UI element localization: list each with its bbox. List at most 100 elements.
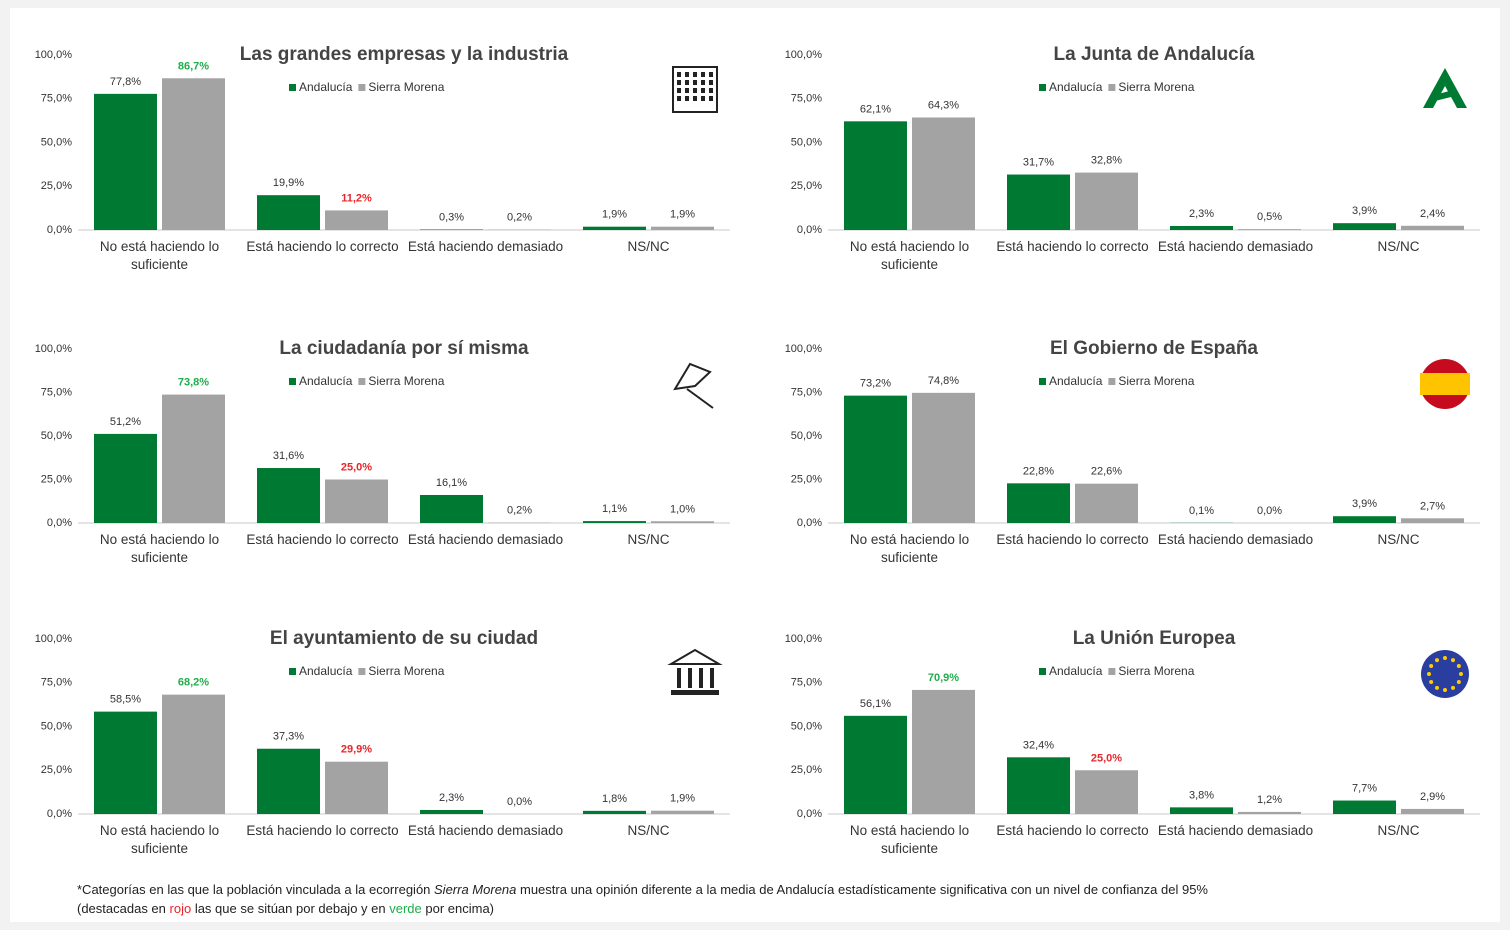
value-label: 19,9%: [273, 177, 304, 189]
bar: [1238, 229, 1301, 230]
icon-shape: [1451, 685, 1455, 690]
x-tick-label-box: Está haciendo lo correcto: [996, 532, 1148, 547]
value-label: 70,9%: [928, 672, 959, 684]
icon-shape: [1429, 664, 1434, 668]
y-tick-label: 50,0%: [41, 720, 72, 732]
y-tick-label: 0,0%: [797, 517, 822, 529]
x-tick-label: NS/NC: [627, 239, 670, 254]
icon-shape: [688, 668, 692, 688]
value-label: 7,7%: [1352, 783, 1377, 795]
icon-shape: [685, 72, 689, 77]
icon: [667, 648, 723, 695]
bar: [420, 229, 483, 230]
bar: [844, 121, 907, 230]
icon: [1423, 68, 1467, 108]
x-tick-label-box: Está haciendo lo correcto: [246, 532, 398, 547]
y-tick-label: 0,0%: [47, 224, 72, 236]
footnote-part: (destacadas en: [77, 901, 170, 916]
x-tick-label-box: Está haciendo demasiado: [1157, 239, 1314, 254]
x-tick-label-box: No está haciendo lo suficiente: [850, 823, 969, 856]
value-label: 2,3%: [439, 792, 464, 804]
x-tick-label: No está haciendo lo suficiente: [99, 239, 220, 272]
x-tick-label: No está haciendo lo suficiente: [99, 823, 220, 856]
legend-label: Sierra Morena: [1118, 664, 1194, 678]
value-label: 0,1%: [1189, 505, 1214, 517]
icon-shape: [1429, 680, 1434, 684]
icon-shape: [685, 80, 689, 85]
x-tick-label: No está haciendo lo suficiente: [849, 239, 970, 272]
bar: [94, 433, 157, 523]
y-tick-label: 25,0%: [41, 764, 72, 776]
legend-label: Andalucía: [1049, 374, 1103, 388]
bar: [912, 392, 975, 523]
y-tick-label: 25,0%: [791, 180, 822, 192]
legend-swatch: [1108, 378, 1116, 385]
icon-shape: [1427, 672, 1431, 676]
icon-shape: [677, 88, 681, 93]
footnote: (destacadas en rojo las que se sitúan po…: [77, 901, 494, 916]
legend-label: Sierra Morena: [1118, 374, 1194, 388]
chart-title: El ayuntamiento de su ciudad: [270, 628, 538, 649]
icon-shape: [709, 96, 713, 101]
icon-shape: [709, 88, 713, 93]
value-label: 1,9%: [602, 209, 627, 221]
x-tick-label: Está haciendo demasiado: [1157, 823, 1314, 838]
x-tick-label: Está haciendo lo correcto: [246, 239, 399, 254]
value-label: 29,9%: [341, 744, 372, 756]
x-tick-label-box: NS/NC: [627, 532, 669, 547]
y-tick-label: 75,0%: [41, 93, 72, 105]
y-tick-label: 100,0%: [35, 633, 73, 645]
y-tick-label: 75,0%: [791, 93, 822, 105]
bar: [94, 93, 157, 230]
bar: [651, 226, 714, 230]
legend-label: Andalucía: [1049, 80, 1103, 94]
value-label: 2,7%: [1420, 500, 1445, 512]
value-label: 31,6%: [273, 450, 304, 462]
icon-shape: [1435, 658, 1439, 663]
icon-shape: [673, 362, 714, 409]
y-tick-label: 50,0%: [791, 136, 822, 148]
footnote-part: muestra una opinión diferente a la media…: [516, 882, 1208, 897]
bar: [257, 468, 320, 523]
y-tick-label: 75,0%: [41, 677, 72, 689]
chart-title: La Unión Europea: [1073, 628, 1236, 649]
icon-shape: [1420, 373, 1470, 395]
value-label: 51,2%: [110, 416, 141, 428]
bar: [94, 711, 157, 814]
bar: [1333, 516, 1396, 523]
icon-shape: [677, 80, 681, 85]
y-tick-label: 50,0%: [791, 430, 822, 442]
x-tick-label: Está haciendo demasiado: [407, 532, 564, 547]
legend-swatch: [358, 84, 366, 91]
legend-label: Sierra Morena: [368, 374, 444, 388]
x-tick-label-box: Está haciendo lo correcto: [246, 239, 399, 254]
y-tick-label: 25,0%: [41, 473, 72, 485]
icon-shape: [1421, 650, 1469, 698]
x-tick-label-box: Está haciendo lo correcto: [996, 823, 1148, 838]
y-tick-label: 0,0%: [47, 517, 72, 529]
legend-swatch: [1108, 668, 1116, 675]
bar: [257, 748, 320, 814]
value-label: 1,8%: [602, 793, 627, 805]
value-label: 3,9%: [1352, 205, 1377, 217]
y-tick-label: 25,0%: [791, 473, 822, 485]
value-label: 25,0%: [1091, 752, 1122, 764]
icon-shape: [1431, 90, 1455, 102]
footnote: *Categorías en las que la población vinc…: [77, 882, 1208, 897]
value-label: 31,7%: [1023, 157, 1054, 169]
x-tick-label: Está haciendo demasiado: [1157, 239, 1314, 254]
x-tick-label: No está haciendo lo suficiente: [99, 532, 220, 565]
icon-shape: [699, 668, 703, 688]
value-label: 1,9%: [670, 793, 695, 805]
value-label: 62,1%: [860, 103, 891, 115]
icon-shape: [667, 648, 723, 665]
x-tick-label-box: Está haciendo demasiado: [408, 823, 563, 838]
bar: [583, 521, 646, 523]
bar: [1333, 800, 1396, 814]
legend-label: Andalucía: [299, 80, 353, 94]
bar: [1170, 225, 1233, 230]
value-label: 0,3%: [439, 211, 464, 223]
value-label: 22,8%: [1023, 465, 1054, 477]
icon-shape: [709, 80, 713, 85]
